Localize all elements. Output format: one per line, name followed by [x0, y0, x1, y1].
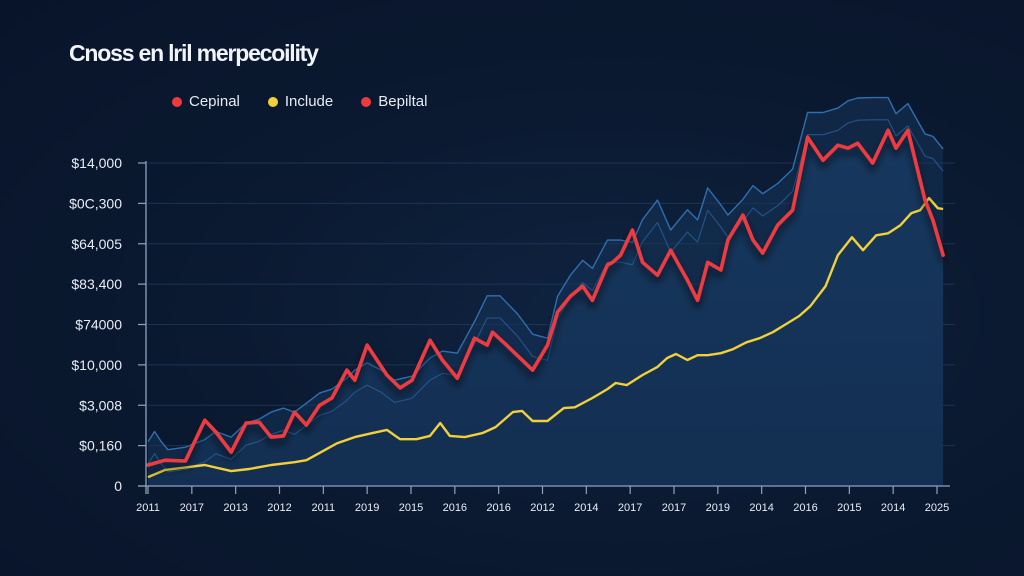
x-tick-label: 2014	[881, 502, 905, 514]
x-tick-label: 2017	[180, 502, 204, 514]
y-tick-label: $0C,300	[69, 195, 122, 211]
legend-dot-icon	[172, 96, 182, 107]
legend-label: Bepiltal	[378, 93, 428, 110]
series-line-include	[147, 196, 944, 479]
area-fill	[148, 97, 944, 487]
axes	[138, 161, 950, 494]
x-tick-label: 2019	[355, 502, 379, 514]
x-tick-label: 2013	[223, 502, 247, 514]
x-tick-label: 2016	[486, 502, 510, 514]
area-under-benchmark	[148, 97, 944, 486]
x-axis-ticks: 2011 2017 2013 2012 2011 2019 2015 2016 2016 2012…	[136, 486, 949, 514]
x-tick-label: 2017	[618, 502, 642, 514]
x-tick-label: 2014	[574, 502, 598, 514]
legend-dot-icon	[361, 96, 372, 107]
series-line-benchmark-secondary	[147, 119, 944, 473]
series-line-benchmark	[147, 96, 944, 451]
x-tick-label: 2017	[662, 502, 686, 514]
y-tick-label: $74000	[75, 317, 122, 333]
chart-title: Cnoss en lril merpecoility	[69, 40, 319, 66]
legend-item-cepinal[interactable]: Cepinal	[172, 93, 240, 110]
x-tick-label: 2012	[530, 502, 554, 514]
legend-item-bepiltal[interactable]: Bepiltal	[361, 93, 427, 110]
x-tick-label: 2025	[925, 502, 949, 514]
legend-item-include[interactable]: Include	[267, 93, 334, 110]
series-lines	[146, 96, 945, 479]
x-tick-label: 2014	[749, 502, 773, 514]
legend-label: Include	[284, 93, 334, 110]
y-tick-label: $3,008	[79, 397, 122, 413]
legend-label: Cepinal	[189, 93, 240, 110]
y-tick-label: 0	[114, 478, 122, 494]
x-tick-label: 2019	[706, 502, 730, 514]
x-tick-label: 2011	[312, 502, 336, 514]
y-tick-label: $14,000	[71, 155, 122, 171]
y-tick-label: $64,005	[71, 236, 122, 252]
y-tick-label: $0,160	[79, 438, 122, 454]
series-line-cepinal	[146, 128, 945, 467]
x-tick-label: 2016	[793, 502, 817, 514]
y-axis-ticks: 0 $0,160 $3,008 $10,000 $74000 $83,400 $64,005…	[69, 155, 146, 494]
y-tick-label: $10,000	[71, 357, 122, 373]
x-tick-label: 2012	[267, 502, 291, 514]
x-tick-label: 2016	[443, 502, 467, 514]
x-tick-label: 2015	[837, 502, 861, 514]
legend-dot-icon	[267, 96, 278, 107]
x-tick-label: 2015	[399, 502, 423, 514]
y-tick-label: $83,400	[71, 276, 122, 292]
x-tick-label: 2011	[136, 502, 160, 514]
legend: Cepinal Include Bepiltal	[172, 93, 427, 110]
